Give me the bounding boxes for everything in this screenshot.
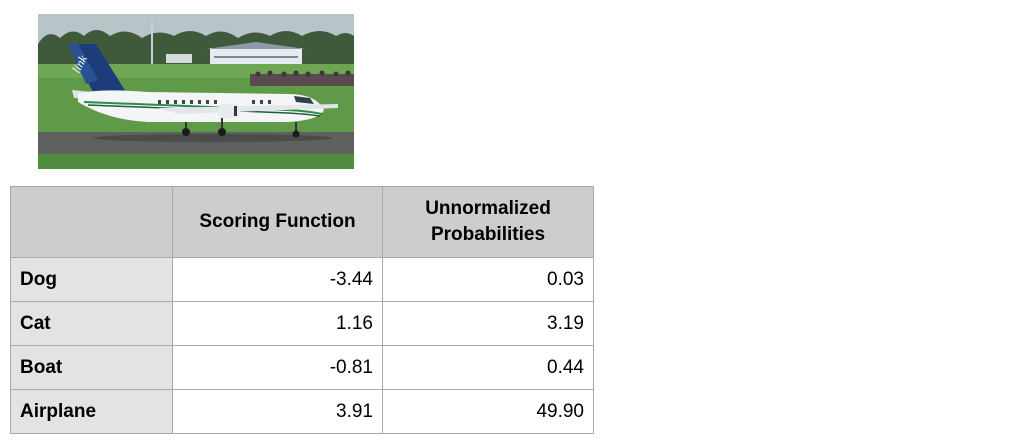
probability-cell: 3.19 — [382, 301, 594, 346]
score-cell: 3.91 — [172, 389, 383, 434]
airplane-photo-drawing: link — [38, 14, 354, 169]
score-cell: 1.16 — [172, 301, 383, 346]
unnormalized-probabilities-header: Unnormalized Probabilities — [382, 186, 594, 258]
table-row: Dog -3.44 0.03 — [10, 257, 594, 302]
table-row: Cat 1.16 3.19 — [10, 301, 594, 346]
row-label: Dog — [10, 257, 173, 302]
table-corner-cell — [10, 186, 173, 258]
unnormalized-probabilities-header-line-1: Unnormalized — [425, 198, 551, 219]
probability-cell: 0.44 — [382, 345, 594, 390]
row-label: Boat — [10, 345, 173, 390]
scoring-function-header-text: Scoring Function — [199, 211, 356, 232]
table-header-row: Scoring Function Unnormalized Probabilit… — [10, 186, 594, 258]
table-row: Boat -0.81 0.44 — [10, 345, 594, 390]
probability-cell: 0.03 — [382, 257, 594, 302]
unnormalized-probabilities-header-line-2: Probabilities — [430, 224, 546, 245]
scoring-function-header: Scoring Function — [172, 186, 383, 258]
score-cell: -3.44 — [172, 257, 383, 302]
airplane-photo: link — [38, 14, 354, 169]
probability-cell: 49.90 — [382, 389, 594, 434]
score-table: Scoring Function Unnormalized Probabilit… — [10, 186, 594, 434]
row-label: Cat — [10, 301, 173, 346]
score-cell: -0.81 — [172, 345, 383, 390]
table-row: Airplane 3.91 49.90 — [10, 389, 594, 434]
row-label: Airplane — [10, 389, 173, 434]
